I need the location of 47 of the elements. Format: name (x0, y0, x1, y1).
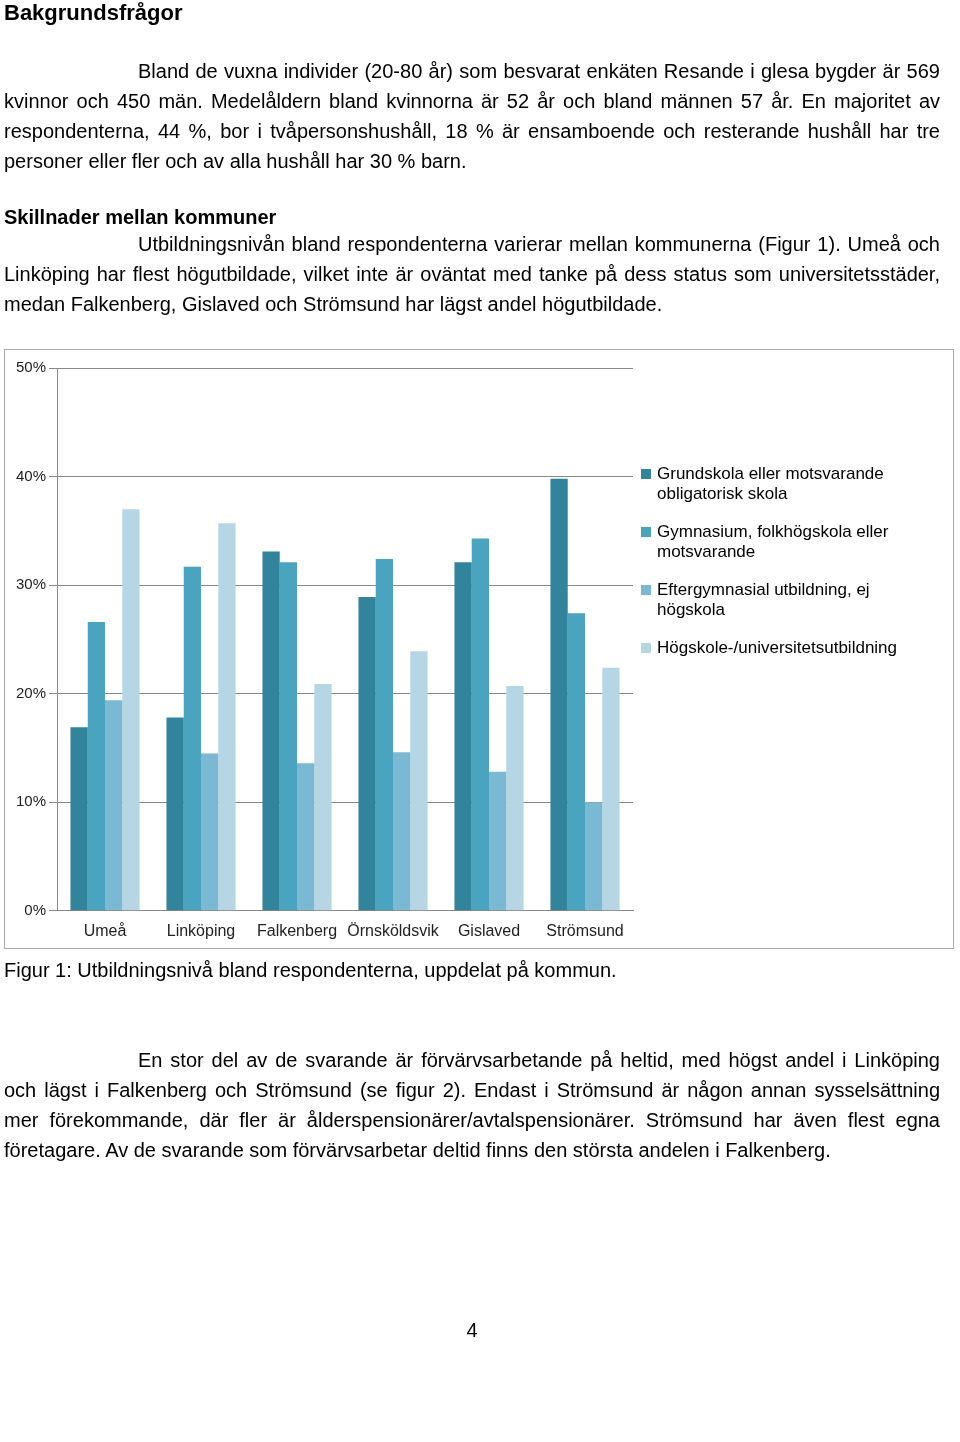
bar (279, 562, 298, 911)
bar (201, 753, 219, 911)
bar (410, 651, 428, 911)
bar (585, 802, 603, 911)
x-tick-label: Örnsköldsvik (347, 921, 440, 939)
text: En stor del av de svarande är förvärvsarbetande på heltid, med högst andel i Linköping och lägst i Falkenberg och Strömsund (se figur 2). Endast i Strömsund är någon annan sysselsättning mer förekommande, där fler är ålderspensionärer/avtalspensionärer. Strömsund har även flest egna företagare. Av de svarande som förvärvsarbetar deltid finns den största andelen i Falkenberg. (4, 1048, 940, 1163)
bar (550, 478, 568, 911)
legend-label: Eftergymnasial utbildning, ej högskola (657, 580, 871, 620)
bar (70, 727, 88, 911)
bar (262, 551, 280, 911)
bar (375, 559, 394, 911)
text: 4 (465, 1318, 479, 1343)
bar (105, 700, 123, 911)
y-tick-label: 20% (15, 683, 47, 701)
x-tick-label: Gislaved (457, 921, 521, 939)
y-tick-label: 0% (24, 900, 47, 918)
bar (506, 686, 524, 911)
bar (602, 667, 620, 911)
x-tick-label: Umeå (83, 921, 127, 939)
bar (489, 771, 507, 911)
y-tick-label: 50% (15, 358, 47, 376)
bar (314, 683, 332, 911)
bar (122, 509, 140, 911)
bar (358, 597, 376, 911)
x-tick-label: Linköping (166, 921, 236, 939)
bar (87, 622, 106, 911)
chart-title: Bakgrundsfrågor (4, 0, 184, 26)
bar (183, 566, 202, 911)
text: Skillnader mellan kommuner (4, 206, 278, 229)
y-tick-label: 30% (15, 575, 47, 593)
legend-label: Gymnasium, folkhögskola eller motsvarande (657, 522, 890, 562)
y-tick-label: 10% (15, 792, 47, 810)
legend-label: Grundskola eller motsvarande obligatorisk skola (657, 464, 885, 504)
text: Utbildningsnivån bland respondenterna varierar mellan kommunerna (Figur 1). Umeå och Linköping har flest högutbildade, vilket inte är oväntat med tanke på dess status som universitetsstäder, medan Falkenberg, Gislaved och Strömsund har lägst andel högutbildade. (4, 232, 940, 317)
bar (567, 613, 585, 911)
bar (454, 562, 472, 911)
x-tick-label: Falkenberg (256, 921, 338, 939)
bar (471, 538, 490, 911)
bar (166, 717, 184, 911)
text: Bland de vuxna individer (20-80 år) som besvarat enkäten Resande i glesa bygder är 569 kvinnor och 450 män. Medelåldern bland kvinnorna är 52 år och bland männen 57 år. En majoritet av respondenterna, 44 %, bor i tvåpersonshushåll, 18 % är ensamboende och resterande hushåll har tre personer eller fler och av alla hushåll har 30 % barn. (4, 59, 940, 174)
bar (297, 763, 315, 911)
y-tick-label: 40% (15, 466, 47, 484)
bar (393, 752, 411, 911)
text: Figur 1: Utbildningsnivå bland respondenterna, uppdelat på kommun. (4, 958, 618, 983)
x-tick-label: Strömsund (546, 921, 624, 939)
bar (218, 523, 236, 911)
legend-label: Högskole-/universitetsutbildning (657, 638, 898, 658)
